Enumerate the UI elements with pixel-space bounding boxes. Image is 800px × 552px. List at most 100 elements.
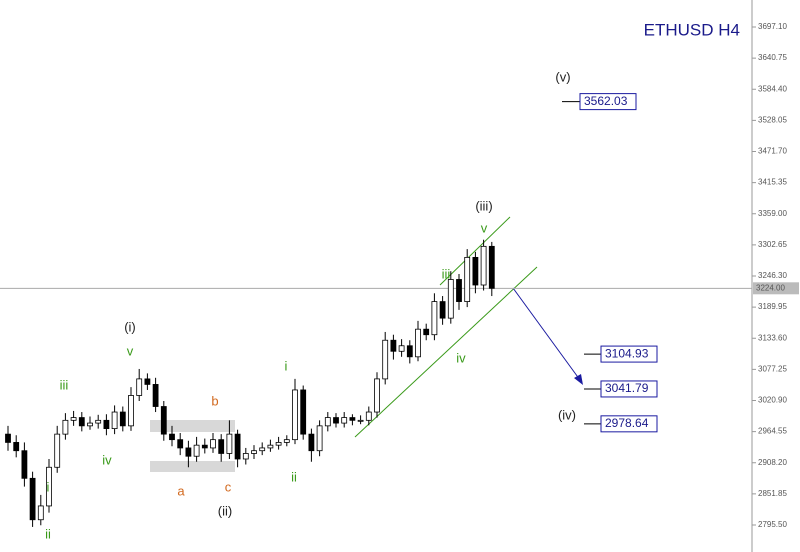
candle-body — [423, 328, 430, 336]
y-tick-label: 3246.30 — [758, 271, 787, 280]
candle-body — [234, 433, 241, 460]
arrow-head — [574, 374, 583, 385]
candle-body — [292, 389, 298, 441]
candle-body — [251, 450, 257, 454]
candle-body — [177, 439, 184, 449]
candle-body — [374, 378, 380, 413]
candle-body — [406, 345, 413, 358]
candle-body — [333, 417, 339, 424]
y-tick-label: 3584.40 — [758, 84, 787, 93]
candle-body — [78, 417, 85, 427]
candle-body — [169, 433, 175, 441]
candle-body — [95, 419, 102, 424]
candle-body — [111, 411, 118, 430]
y-tick-label: 3020.90 — [758, 396, 787, 405]
target-box — [600, 380, 658, 398]
current-price-box — [753, 282, 799, 295]
candle-body — [62, 419, 69, 435]
candle-body — [488, 245, 495, 289]
wave-label: iii — [442, 266, 451, 281]
candle-body — [193, 444, 200, 457]
candle-body — [160, 406, 167, 435]
y-tick-label: 3133.60 — [758, 333, 787, 342]
wave-label: iii — [60, 377, 69, 392]
candle-body — [447, 279, 454, 319]
candle-body — [29, 477, 36, 521]
candle-body — [365, 411, 372, 421]
wave-label: ii — [291, 469, 297, 484]
candle-body — [456, 279, 462, 302]
channel-line — [439, 216, 511, 286]
candle-body — [382, 339, 389, 380]
projection-arrow — [512, 287, 581, 381]
candle-body — [185, 447, 192, 457]
candle-body — [267, 444, 274, 449]
candle-body — [316, 425, 323, 452]
wave-label: c — [225, 479, 232, 494]
candle-body — [21, 450, 28, 479]
candle-body — [357, 419, 364, 422]
wave-label: v — [127, 343, 134, 358]
wave-label: i — [285, 358, 288, 373]
candle-body — [390, 339, 397, 352]
y-tick-label: 3189.95 — [758, 302, 787, 311]
candle-body — [128, 395, 134, 427]
y-tick-label: 3471.70 — [758, 147, 787, 156]
candle-body — [5, 433, 11, 443]
wave-label: a — [177, 483, 185, 498]
wave-label: i — [47, 479, 50, 494]
candle-body — [226, 433, 233, 454]
y-tick-label: 2851.85 — [758, 489, 787, 498]
y-tick-label: 3697.10 — [758, 22, 787, 31]
candle-body — [46, 466, 52, 507]
candle-body — [324, 417, 331, 427]
candle-body — [464, 256, 471, 302]
candle-body — [349, 417, 356, 421]
target-box — [579, 93, 637, 111]
candle-body — [431, 301, 438, 336]
target-label: 3041.79 — [605, 381, 649, 395]
target-label: 2978.64 — [605, 416, 649, 430]
candle-body — [37, 505, 44, 521]
y-tick-label: 2964.55 — [758, 427, 787, 436]
wave-label: (iv) — [558, 407, 576, 422]
candle-body — [103, 419, 110, 430]
zone-box — [150, 461, 235, 472]
candle-body — [300, 389, 307, 435]
candle-body — [283, 439, 290, 443]
candle-body — [201, 444, 208, 449]
channel-line — [354, 266, 538, 438]
target-label: 3104.93 — [605, 346, 649, 360]
candle-body — [472, 256, 479, 286]
current-price-label: 3224.00 — [756, 283, 785, 292]
wave-label: v — [481, 220, 488, 235]
y-tick-label: 2908.20 — [758, 458, 787, 467]
candle-body — [210, 439, 216, 449]
wave-label: b — [211, 393, 218, 408]
wave-label: iv — [102, 452, 112, 467]
candle-body — [308, 433, 315, 452]
candle-body — [275, 442, 282, 446]
wave-label: ii — [45, 526, 51, 541]
wave-label: (i) — [124, 319, 136, 334]
candle-body — [119, 411, 126, 427]
candle-body — [259, 447, 266, 452]
candle-body — [13, 442, 20, 452]
y-tick-label: 3528.05 — [758, 115, 787, 124]
candle-body — [480, 245, 487, 286]
candle-body — [242, 453, 249, 460]
target-box — [600, 415, 658, 433]
candle-body — [144, 378, 151, 385]
candle-body — [439, 301, 446, 319]
y-tick-label: 3640.75 — [758, 53, 787, 62]
candle-body — [152, 384, 159, 407]
candle-body — [218, 439, 225, 454]
target-box — [600, 345, 658, 363]
candle-body — [341, 417, 348, 424]
y-tick-label: 3415.35 — [758, 178, 787, 187]
y-tick-label: 3077.25 — [758, 364, 787, 373]
wave-label: iv — [456, 350, 466, 365]
candle-body — [136, 378, 143, 396]
